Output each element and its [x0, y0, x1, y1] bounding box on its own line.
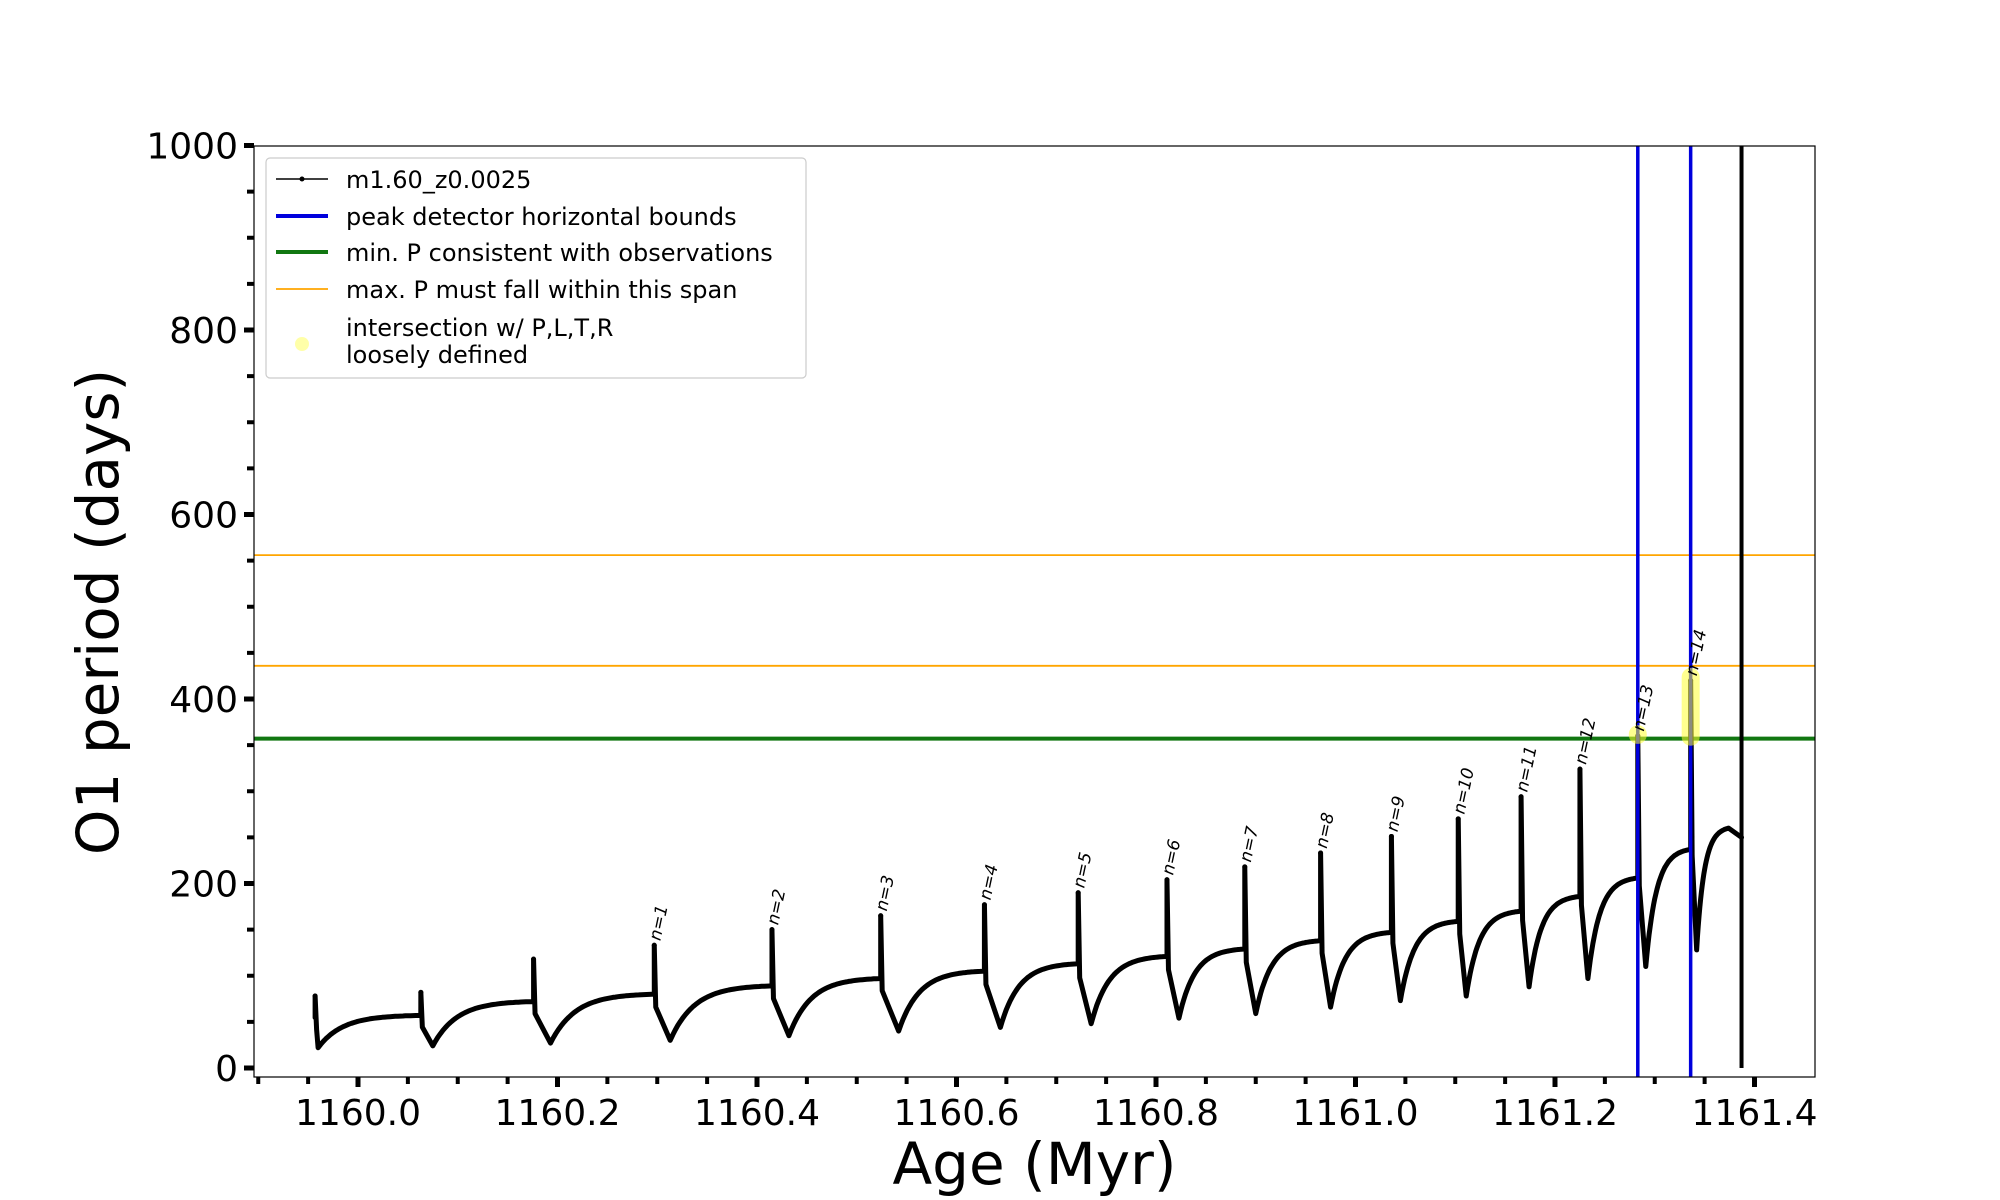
legend-label: intersection w/ P,L,T,R [346, 314, 613, 342]
cycle-peak-point [1388, 833, 1394, 839]
intersection-marker [1681, 667, 1700, 746]
y-tick-label: 800 [169, 311, 238, 352]
cycle-peak-point [1242, 864, 1248, 870]
peak-label: n=12 [1571, 716, 1600, 766]
peak-label: n=6 [1158, 837, 1185, 876]
legend-dot [299, 176, 305, 182]
x-tick-label: 1160.6 [894, 1093, 1020, 1134]
legend-label: m1.60_z0.0025 [346, 166, 531, 194]
cycle-peak-point [1164, 877, 1170, 883]
legend-marker [295, 337, 309, 351]
y-tick-label: 1000 [146, 127, 238, 168]
cycle-peak-point [531, 956, 537, 962]
peak-label: n=10 [1450, 766, 1479, 816]
y-tick-label: 600 [169, 496, 238, 537]
peak-label: n=14 [1682, 628, 1711, 678]
cycle-peak-point [1318, 850, 1324, 856]
legend-label: max. P must fall within this span [346, 276, 737, 304]
peak-label: n=13 [1629, 683, 1658, 733]
peak-label: n=2 [763, 887, 790, 926]
cycle-peak-point [981, 902, 987, 908]
peak-label: n=4 [976, 863, 1003, 902]
x-tick-label: 1160.2 [495, 1093, 621, 1134]
x-tick-label: 1160.8 [1093, 1093, 1219, 1134]
intersection-marker [1628, 725, 1647, 744]
cycle-peak-point [1075, 890, 1081, 896]
cycle-peak-point [1518, 794, 1524, 800]
y-tick-label: 200 [169, 865, 238, 906]
cycle-peak-point [1455, 816, 1461, 822]
peak-label: n=5 [1070, 851, 1097, 890]
x-tick-label: 1160.0 [295, 1093, 421, 1134]
peak-label: n=8 [1312, 811, 1339, 850]
y-tick-label: 0 [215, 1049, 238, 1090]
cycle-peak-point [312, 993, 318, 999]
cycle-peak-point [769, 927, 775, 933]
x-tick-label: 1160.4 [694, 1093, 820, 1134]
peak-label: n=3 [872, 874, 899, 913]
legend-box [265, 157, 807, 379]
series-line [312, 678, 1745, 1051]
cycle-peak-point [418, 989, 424, 995]
peak-label: n=9 [1383, 794, 1410, 833]
legend-label: min. P consistent with observations [346, 239, 773, 267]
axes: 0 200 400 600 800 1000 1160.0 1160.2 1160.4 1160.… [146, 127, 1817, 1135]
cycle-peak-point [878, 913, 884, 919]
cycle-peak-point [651, 942, 657, 948]
cycle-peak-point [1577, 766, 1583, 772]
x-axis-title: Age (Myr) [892, 1130, 1176, 1198]
plot-frame [253, 145, 1816, 1078]
x-tick-label: 1161.2 [1492, 1093, 1618, 1134]
peak-label: n=11 [1512, 744, 1541, 794]
peak-label: n=7 [1236, 825, 1263, 864]
peak-label: n=1 [646, 903, 673, 942]
y-tick-label: 400 [169, 680, 238, 721]
legend-label: loosely defined [346, 341, 528, 369]
y-axis-title: O1 period (days) [64, 369, 132, 855]
legend-label: peak detector horizontal bounds [346, 203, 737, 231]
x-tick-label: 1161.4 [1692, 1093, 1818, 1134]
x-tick-label: 1161.0 [1293, 1093, 1419, 1134]
